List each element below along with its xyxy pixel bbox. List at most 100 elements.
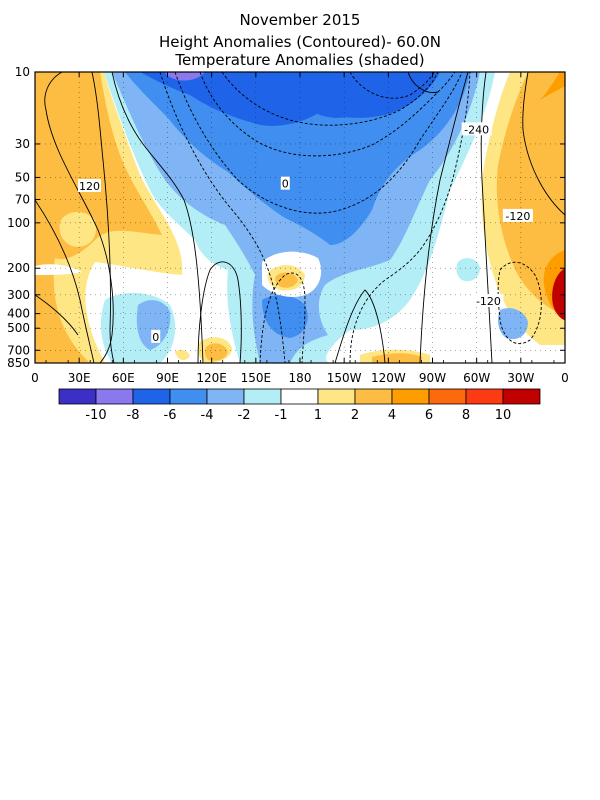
- chart-title: November 2015: [239, 11, 361, 29]
- contour-label: -120: [505, 210, 530, 223]
- colorbar-label: -10: [85, 408, 106, 423]
- x-tick-label: 90E: [156, 371, 179, 385]
- contour-label-bg: [151, 329, 161, 343]
- negative-height-contour: [349, 72, 435, 99]
- y-tick-label: 400: [7, 307, 30, 321]
- temperature-anomaly-region: [552, 268, 565, 320]
- colorbar-label: -6: [164, 408, 177, 423]
- negative-height-contour: [221, 72, 439, 126]
- negative-height-contour: [199, 72, 456, 157]
- negative-height-contour: [174, 72, 463, 214]
- x-axis: 0 30E 60E 90E 120E 150E 180 150W 120W 90W 60W 30W 0: [31, 72, 569, 385]
- temperature-shading: [35, 72, 565, 363]
- chart-subtitle-height: Height Anomalies (Contoured)- 60.0N: [158, 33, 442, 51]
- x-tick-label: 0: [561, 371, 569, 385]
- colorbar-swatch: [169, 388, 208, 405]
- temperature-anomaly-region: [165, 72, 205, 81]
- y-tick-label: 300: [7, 288, 30, 302]
- x-tick-label: 30E: [68, 371, 91, 385]
- negative-height-contour: [259, 272, 306, 363]
- colorbar-label: 8: [462, 408, 470, 423]
- temperature-anomaly-region: [204, 343, 228, 361]
- temperature-anomaly-region: [59, 211, 97, 247]
- x-tick-label: 150E: [241, 371, 272, 385]
- y-tick-label: 70: [15, 192, 30, 206]
- contour-label: 120: [79, 180, 100, 193]
- chart-subtitle-temperature: Temperature Anomalies (shaded): [175, 51, 425, 69]
- colorbar-swatch: [95, 388, 134, 405]
- colorbar-label: -2: [238, 408, 251, 423]
- colorbar-label: 1: [314, 408, 322, 423]
- positive-height-contour: [197, 261, 242, 363]
- y-tick-label: 850: [7, 356, 30, 370]
- x-tick-label: 0: [31, 371, 39, 385]
- temperature-anomaly-region: [498, 308, 528, 340]
- contour-label-bg: [280, 176, 290, 190]
- x-tick-label: 30W: [507, 371, 534, 385]
- colorbar-label: 6: [425, 408, 433, 423]
- colorbar-swatch: [502, 388, 541, 405]
- positive-height-contour: [419, 72, 469, 363]
- x-tick-label: 180: [289, 371, 312, 385]
- x-tick-label: 120E: [196, 371, 227, 385]
- positive-height-contour: [91, 72, 115, 363]
- contour-label: 0: [152, 331, 159, 344]
- colorbar-swatch: [428, 388, 467, 405]
- colorbar-swatch: [132, 388, 171, 405]
- temperature-anomaly-region: [540, 72, 565, 100]
- colorbar-swatch: [206, 388, 245, 405]
- colorbar-swatch: [391, 388, 430, 405]
- temperature-anomaly-region: [125, 72, 470, 245]
- colorbar-swatch: [317, 388, 356, 405]
- negative-height-contour: [349, 72, 471, 363]
- temperature-anomaly-region: [300, 88, 366, 118]
- positive-height-contour: [522, 72, 565, 216]
- x-tick-label: 150W: [327, 371, 362, 385]
- colorbar-label: -4: [201, 408, 214, 423]
- colorbar-swatch: [58, 388, 97, 405]
- temperature-anomaly-region: [456, 258, 480, 282]
- temperature-anomaly-region: [35, 72, 162, 363]
- positive-height-contour: [111, 72, 204, 363]
- colorbar-label: 10: [495, 408, 512, 423]
- contour-label: -240: [464, 123, 489, 136]
- contour-label: -120: [476, 295, 501, 308]
- x-tick-label: 60W: [463, 371, 490, 385]
- temperature-anomaly-region: [496, 72, 565, 315]
- colorbar-label: -1: [275, 408, 288, 423]
- negative-height-contour: [159, 72, 286, 363]
- y-tick-label: 200: [7, 261, 30, 275]
- colorbar: -10 -8 -6 -4 -2 -1 1 2 4 6 8 10: [58, 388, 541, 423]
- contour-label-bg: [77, 179, 101, 193]
- colorbar-swatch: [354, 388, 393, 405]
- temperature-anomaly-region: [175, 349, 190, 361]
- x-tick-label: 60E: [112, 371, 135, 385]
- temperature-anomaly-region: [35, 264, 82, 275]
- colorbar-label: 4: [388, 408, 396, 423]
- temperature-anomaly-region: [262, 295, 308, 338]
- colorbar-swatch: [243, 388, 282, 405]
- temperature-anomaly-region: [140, 72, 440, 126]
- positive-height-contour: [35, 199, 95, 363]
- colorbar-swatch: [465, 388, 504, 405]
- temperature-anomaly-region: [139, 254, 170, 271]
- colorbar-label: -8: [127, 408, 140, 423]
- y-tick-label: 50: [15, 170, 30, 184]
- contour-label-bg: [461, 122, 492, 136]
- contour-label: 0: [282, 178, 289, 191]
- colorbar-swatch: [280, 388, 319, 405]
- x-tick-label: 120W: [371, 371, 406, 385]
- positive-height-contour: [35, 294, 79, 336]
- y-tick-label: 10: [15, 65, 30, 79]
- temperature-anomaly-region: [136, 300, 171, 350]
- y-tick-label: 700: [7, 343, 30, 357]
- colorbar-label: 2: [351, 408, 359, 423]
- y-tick-label: 30: [15, 137, 30, 151]
- y-tick-label: 500: [7, 321, 30, 335]
- contour-label-bg: [473, 294, 504, 308]
- contour-label-bg: [502, 208, 533, 222]
- x-tick-label: 90W: [419, 371, 446, 385]
